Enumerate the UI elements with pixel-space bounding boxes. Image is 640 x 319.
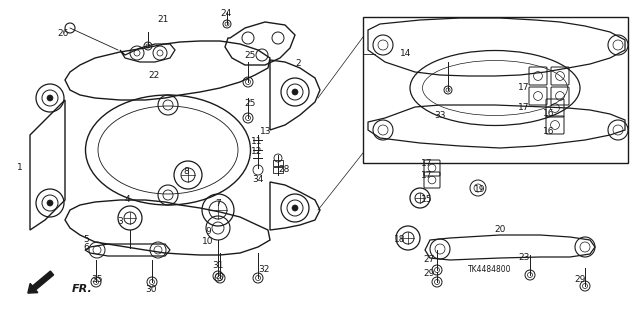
Text: 26: 26: [58, 29, 68, 39]
Text: TK4484800: TK4484800: [468, 265, 512, 275]
Text: 13: 13: [260, 128, 272, 137]
Text: 16: 16: [543, 128, 555, 137]
Text: 31: 31: [212, 262, 224, 271]
Bar: [273, 160, 283, 166]
Text: 6: 6: [83, 243, 89, 253]
Text: 19: 19: [474, 186, 486, 195]
Text: 2: 2: [295, 58, 301, 68]
Text: 20: 20: [494, 226, 506, 234]
FancyArrow shape: [28, 271, 54, 293]
Circle shape: [292, 89, 298, 95]
Text: 30: 30: [145, 285, 157, 293]
Text: 23: 23: [518, 253, 530, 262]
Text: 14: 14: [400, 49, 412, 58]
Text: 11: 11: [252, 137, 263, 146]
Text: 25: 25: [244, 100, 256, 108]
Text: 24: 24: [220, 10, 232, 19]
Circle shape: [292, 205, 298, 211]
Text: 4: 4: [124, 196, 130, 204]
Text: 22: 22: [148, 70, 159, 79]
Text: 27: 27: [423, 256, 435, 264]
Text: 17: 17: [518, 84, 530, 93]
Bar: [363, 17, 628, 163]
Text: 34: 34: [252, 174, 264, 183]
Text: 5: 5: [83, 234, 89, 243]
Text: 32: 32: [259, 264, 269, 273]
Text: 28: 28: [278, 165, 290, 174]
Text: 17: 17: [421, 159, 433, 167]
Text: 35: 35: [92, 275, 103, 284]
Circle shape: [47, 95, 53, 101]
Text: 17: 17: [421, 170, 433, 180]
Text: FR.: FR.: [72, 284, 93, 294]
Circle shape: [47, 200, 53, 206]
Text: 1: 1: [17, 164, 23, 173]
Text: 16: 16: [543, 108, 555, 117]
Text: 10: 10: [202, 236, 214, 246]
Text: 3: 3: [117, 217, 123, 226]
Text: 9: 9: [205, 227, 211, 236]
Text: 18: 18: [394, 235, 406, 244]
Text: 12: 12: [252, 146, 262, 155]
Text: 8: 8: [183, 167, 189, 175]
Text: 7: 7: [215, 199, 221, 209]
Text: 29: 29: [574, 275, 586, 284]
Text: 17: 17: [518, 102, 530, 112]
Bar: [273, 167, 283, 173]
Text: 21: 21: [157, 16, 169, 25]
Text: 25: 25: [244, 50, 256, 60]
Text: 33: 33: [435, 110, 445, 120]
Text: 15: 15: [421, 195, 433, 204]
Text: 29: 29: [423, 270, 435, 278]
